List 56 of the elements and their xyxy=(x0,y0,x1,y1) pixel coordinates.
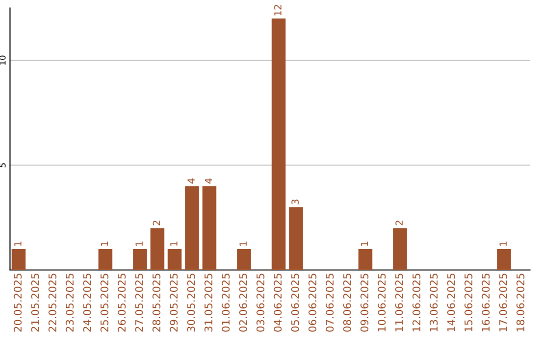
x-tick-label: 15.06.2025 xyxy=(464,274,472,332)
data-label: 1 xyxy=(170,242,178,246)
x-tick-label: 18.06.2025 xyxy=(516,274,524,332)
x-tick-label: 22.05.2025 xyxy=(48,274,56,332)
x-tick-label: 31.05.2025 xyxy=(204,274,212,332)
x-tick-label: 02.06.2025 xyxy=(239,274,248,332)
x-tick-label: 28.05.2025 xyxy=(152,274,160,332)
x-tick-label: 12.06.2025 xyxy=(412,274,420,332)
x-tick-label: 03.06.2025 xyxy=(256,274,264,332)
bar xyxy=(393,228,407,270)
bar xyxy=(358,249,372,270)
x-tick-label: 07.06.2025 xyxy=(326,274,334,332)
data-label: 3 xyxy=(291,200,299,204)
bar xyxy=(272,18,286,270)
x-tick-label: 24.05.2025 xyxy=(83,274,92,332)
bar xyxy=(185,186,199,270)
x-tick-label: 08.06.2025 xyxy=(343,274,352,332)
data-label: 1 xyxy=(100,242,108,246)
data-label: 4 xyxy=(204,178,212,184)
bar xyxy=(237,249,251,270)
x-tick-label: 06.06.2025 xyxy=(308,274,316,332)
data-label: 1 xyxy=(136,242,143,246)
x-tick-label: 16.06.2025 xyxy=(482,274,490,332)
data-label: 1 xyxy=(14,242,22,246)
x-tick-label: 17.06.2025 xyxy=(499,274,508,332)
x-tick-label: 25.05.2025 xyxy=(100,274,108,332)
x-tick-label: 30.05.2025 xyxy=(187,274,196,332)
data-label: 2 xyxy=(152,220,160,226)
bar xyxy=(133,249,147,270)
bar xyxy=(168,249,182,270)
data-label: 1 xyxy=(360,242,368,246)
x-tick-label: 01.06.2025 xyxy=(222,274,230,332)
bar xyxy=(497,249,511,270)
bar xyxy=(98,249,112,270)
x-tick-label: 11.06.2025 xyxy=(395,274,404,332)
data-label: 1 xyxy=(500,242,507,246)
x-tick-label: 13.06.2025 xyxy=(430,274,438,332)
x-tick-label: 04.06.2025 xyxy=(274,274,282,332)
bar xyxy=(202,186,216,270)
x-tick-label: 27.05.2025 xyxy=(135,274,144,332)
bar xyxy=(150,228,164,270)
bar xyxy=(12,249,26,270)
x-tick-label: 10.06.2025 xyxy=(378,274,386,332)
x-tick-label: 21.05.2025 xyxy=(31,274,40,332)
data-label: 1 xyxy=(240,242,247,246)
x-tick-label: 29.05.2025 xyxy=(170,274,178,332)
x-tick-label: 26.05.2025 xyxy=(118,274,126,332)
data-label: 12 xyxy=(274,4,282,16)
x-tick-label: 05.06.2025 xyxy=(291,274,300,332)
x-tick-label: 09.06.2025 xyxy=(360,274,368,332)
bar xyxy=(289,207,303,270)
x-tick-label: 20.05.2025 xyxy=(14,274,22,332)
x-tick-label: 14.06.2025 xyxy=(447,274,456,332)
x-tick-label: 23.05.2025 xyxy=(66,274,74,332)
data-label: 2 xyxy=(395,220,403,226)
data-label: 4 xyxy=(188,178,195,184)
